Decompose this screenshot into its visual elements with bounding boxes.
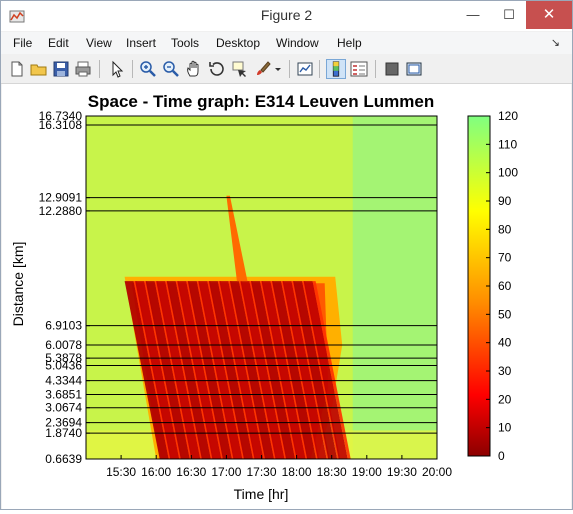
pointer-icon[interactable] [107,59,127,79]
colorbar-tick-label: 60 [498,279,512,293]
hide-plot-tools-icon[interactable] [382,59,402,79]
y-tick-label: 2.3694 [45,416,82,430]
colorbar-tick-label: 70 [498,251,512,265]
menu-file[interactable]: File [13,36,33,50]
x-tick-label: 17:00 [211,465,241,479]
dock-arrow-icon[interactable]: ↘ [550,37,560,49]
detector-lines [86,124,437,434]
figure-toolbar [1,55,572,84]
rotate-3d-icon[interactable] [207,59,227,79]
dropdown-arrow-icon[interactable] [273,59,283,79]
x-tick-label: 18:30 [317,465,347,479]
space-time-chart[interactable]: Space - Time graph: E314 Leuven Lummen 0… [2,84,571,509]
open-file-icon[interactable] [29,59,49,79]
y-tick-label: 16.7340 [39,109,83,123]
y-axis-label: Distance [km] [10,242,26,327]
y-tick-label: 1.8740 [45,426,82,440]
y-tick-label: 0.6639 [45,452,82,466]
y-tick-label: 5.3878 [45,351,82,365]
x-tick-label: 16:30 [176,465,206,479]
x-tick-label: 15:30 [106,465,136,479]
close-button[interactable]: ✕ [526,1,572,29]
menu-insert[interactable]: Insert [126,36,157,50]
toolbar-separator [99,60,100,78]
upstream-spike [226,195,248,282]
new-figure-icon[interactable] [7,59,27,79]
menu-help[interactable]: Help [337,36,362,50]
link-plot-icon[interactable] [295,59,315,79]
y-tick-label: 12.2880 [39,204,83,218]
y-tick-label: 6.0078 [45,338,82,352]
x-axis-label: Time [hr] [234,486,289,502]
pan-hand-icon[interactable] [184,59,204,79]
chart-title: Space - Time graph: E314 Leuven Lummen [88,92,434,111]
y-tick-label: 3.6851 [45,388,82,402]
colorbar-ticks: 0 10 20 30 40 50 60 70 80 90 100 110 120 [486,109,518,463]
print-icon[interactable] [73,59,93,79]
x-tick-label: 16:00 [141,465,171,479]
x-axis-ticks: 15:30 16:00 16:30 17:00 17:30 18:00 18:30 19:00… [106,455,452,479]
matlab-figure-icon [9,10,25,23]
y-tick-label: 6.9103 [45,319,82,333]
colorbar-tick-label: 40 [498,336,512,350]
colorbar-tick-label: 80 [498,222,512,236]
window-title: Figure 2 [260,7,313,23]
toolbar-separator [289,60,290,78]
figure-canvas[interactable]: Space - Time graph: E314 Leuven Lummen 0… [2,84,571,509]
menu-desktop[interactable]: Desktop [216,36,261,50]
save-icon[interactable] [51,59,71,79]
evening-free-flow-region [352,116,437,459]
x-tick-label: 20:00 [422,465,452,479]
colorbar-tick-label: 20 [498,392,512,406]
menu-window[interactable]: Window [276,36,319,50]
y-tick-label: 16.3108 [39,118,83,132]
plot-area[interactable] [86,116,437,459]
y-tick-label: 12.9091 [39,191,83,205]
y-tick-label: 3.0674 [45,401,82,415]
colorbar-tick-label: 110 [498,137,517,151]
maximize-button[interactable]: ☐ [503,7,515,22]
x-tick-label: 19:30 [387,465,417,479]
zoom-in-icon[interactable] [138,59,158,79]
colorbar-tick-label: 100 [498,166,518,180]
legend-icon[interactable] [349,59,369,79]
colorbar-tick-label: 90 [498,194,512,208]
menu-bar: File Edit View Insert Tools Desktop Wind… [1,32,572,54]
colorbar-icon[interactable] [326,59,346,79]
colorbar-tick-label: 10 [498,421,512,435]
colorbar-tick-label: 120 [498,109,518,123]
toolbar-separator [375,60,376,78]
menu-edit[interactable]: Edit [48,36,69,50]
title-bar[interactable]: Figure 2 — ☐ ✕ [1,1,572,31]
x-tick-label: 17:30 [246,465,276,479]
colorbar-tick-label: 30 [498,364,512,378]
minimize-button[interactable]: — [466,7,480,22]
y-tick-label: 5.0436 [45,359,82,373]
brush-icon[interactable] [253,59,273,79]
colorbar-tick-label: 50 [498,307,512,321]
menu-tools[interactable]: Tools [171,36,200,50]
toolbar-separator [132,60,133,78]
menu-view[interactable]: View [86,36,112,50]
y-tick-label: 4.3344 [45,374,82,388]
toolbar-separator [319,60,320,78]
colorbar-tick-label: 0 [498,449,505,463]
show-plot-tools-icon[interactable] [404,59,424,79]
zoom-out-icon[interactable] [161,59,181,79]
data-cursor-icon[interactable] [230,59,250,79]
x-tick-label: 19:00 [352,465,382,479]
x-tick-label: 18:00 [282,465,312,479]
y-axis-ticks: 0.6639 1.87402.36943.06743.68514.33445.04… [39,109,90,466]
